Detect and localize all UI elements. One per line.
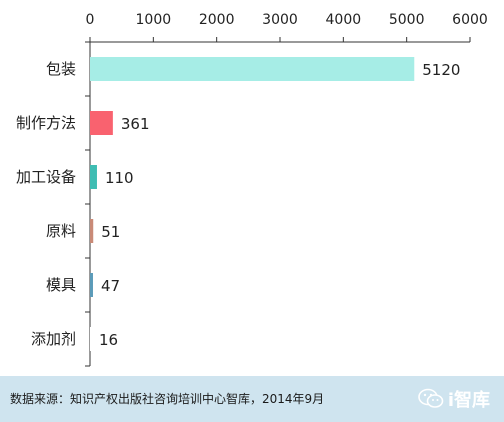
x-tick-label: 3000 bbox=[262, 12, 298, 28]
data-label: 47 bbox=[101, 277, 120, 295]
category-label: 模具 bbox=[46, 276, 76, 294]
bar bbox=[90, 327, 92, 351]
x-tick-label: 4000 bbox=[326, 12, 362, 28]
bar bbox=[90, 165, 97, 189]
category-label: 原料 bbox=[46, 222, 76, 240]
data-label: 361 bbox=[121, 115, 150, 133]
data-label: 110 bbox=[105, 169, 134, 187]
category-label: 添加剂 bbox=[31, 330, 76, 348]
x-tick-label: 6000 bbox=[452, 12, 488, 28]
x-tick-label: 2000 bbox=[199, 12, 235, 28]
data-label: 16 bbox=[99, 331, 118, 349]
category-label: 制作方法 bbox=[16, 114, 76, 132]
brand-name: i智库 bbox=[447, 390, 490, 411]
bar bbox=[90, 57, 415, 81]
wechat-icon bbox=[418, 388, 444, 408]
x-tick-label: 0 bbox=[86, 12, 95, 28]
data-label: 5120 bbox=[422, 61, 460, 79]
brand-logo: i智库 bbox=[418, 386, 490, 412]
bar bbox=[90, 273, 93, 297]
x-tick-label: 5000 bbox=[389, 12, 425, 28]
source-note: 数据来源：知识产权出版社咨询培训中心智库，2014年9月 bbox=[10, 392, 325, 406]
x-tick-label: 1000 bbox=[136, 12, 172, 28]
category-label: 包装 bbox=[46, 60, 76, 78]
bar bbox=[90, 111, 113, 135]
data-label: 51 bbox=[101, 223, 120, 241]
category-label: 加工设备 bbox=[16, 168, 76, 186]
bar bbox=[90, 219, 94, 243]
bar-chart: 0 1000 2000 3000 4000 5000 6000 包装 5120 制作方法 361 加工… bbox=[16, 12, 488, 367]
footer-bar: 数据来源：知识产权出版社咨询培训中心智库，2014年9月 i智库 bbox=[0, 376, 504, 422]
